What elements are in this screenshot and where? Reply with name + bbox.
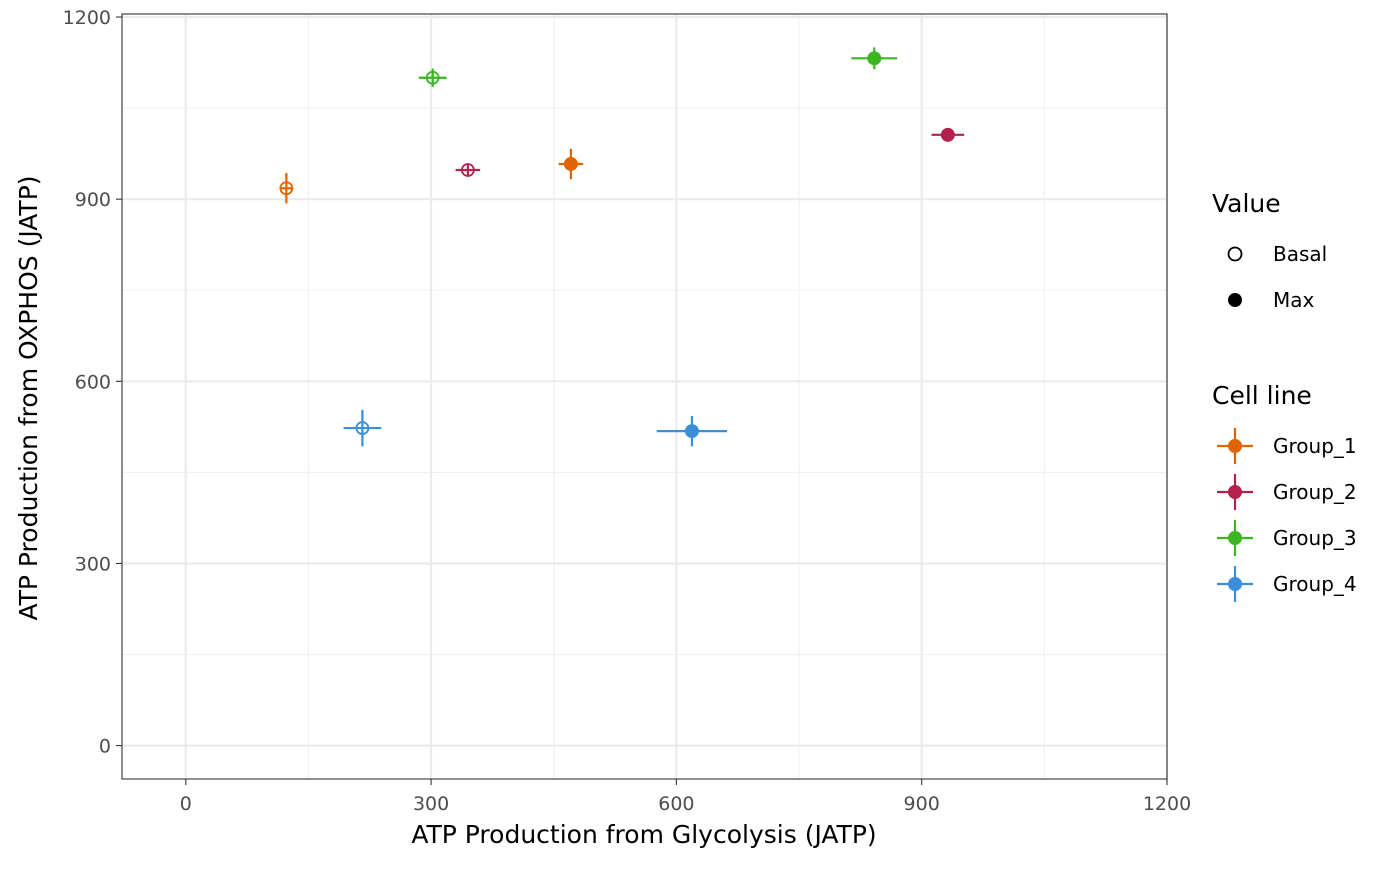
data-point-group-4-max [684, 424, 699, 439]
legend-key-max [1228, 293, 1242, 307]
data-point-group-2-basal [460, 163, 475, 177]
legend-label-group-2: Group_2 [1273, 480, 1357, 504]
legend-label-max: Max [1273, 288, 1315, 312]
legend-value: Value Basal Max [1212, 189, 1327, 312]
y-axis-title: ATP Production from OXPHOS (JATP) [14, 175, 43, 620]
y-tick-label: 0 [99, 736, 111, 758]
legend-value-title: Value [1212, 189, 1281, 218]
data-point-group-4-basal [355, 421, 370, 435]
legend-cell-line-title: Cell line [1212, 381, 1312, 410]
x-tick-label: 300 [413, 793, 449, 815]
y-tick-label: 1200 [63, 7, 111, 29]
y-tick-label: 900 [75, 189, 111, 211]
data-point-group-2-max [940, 127, 955, 142]
x-tick-label: 0 [180, 793, 192, 815]
axis-ticks: 0 300 600 900 1200 0 300 600 900 1200 [63, 7, 1192, 815]
plot-panel-border [121, 13, 1168, 780]
x-tick-label: 1200 [1143, 793, 1191, 815]
legend-cell-line: Cell line Group_1 Group_2 Group_3 Group_4 [1212, 381, 1357, 602]
y-tick-label: 600 [75, 371, 111, 393]
legend-key-basal [1227, 246, 1243, 262]
data-point-group-1-basal [279, 181, 294, 196]
data-point-group-3-basal [425, 70, 440, 85]
legend-key-point [1228, 577, 1242, 591]
legend-label-group-1: Group_1 [1273, 434, 1357, 458]
legend-key-point [1228, 485, 1242, 499]
legend-label-group-3: Group_3 [1273, 526, 1357, 550]
data-point-group-3-max [867, 51, 882, 66]
legend-label-basal: Basal [1273, 242, 1327, 266]
x-tick-label: 600 [658, 793, 694, 815]
x-axis-title: ATP Production from Glycolysis (JATP) [411, 820, 876, 849]
legend-label-group-4: Group_4 [1273, 572, 1357, 596]
legend-key-point [1228, 531, 1242, 545]
data-point-group-1-max [563, 156, 578, 171]
data-points [279, 51, 955, 439]
legend-key-point [1228, 439, 1242, 453]
x-tick-label: 900 [904, 793, 940, 815]
y-tick-label: 300 [75, 553, 111, 575]
